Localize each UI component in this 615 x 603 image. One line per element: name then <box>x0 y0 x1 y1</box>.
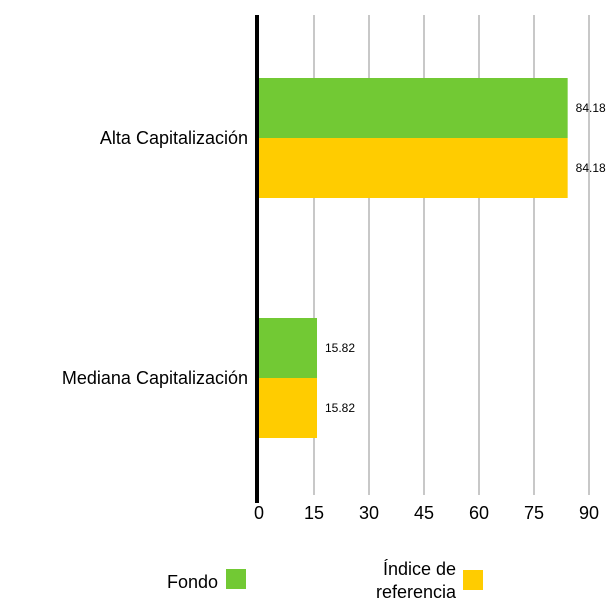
value-label-indice-mediana: 15.82 <box>325 401 355 415</box>
legend-label-indice-line1: Índice de <box>383 559 456 579</box>
x-tick-label-0: 0 <box>254 503 264 523</box>
value-label-fondo-mediana: 15.82 <box>325 341 355 355</box>
bars <box>259 78 568 438</box>
category-label-alta: Alta Capitalización <box>100 128 248 148</box>
legend-swatch-indice-de-referencia <box>463 570 483 590</box>
bar-fondo-mediana <box>259 318 318 378</box>
x-tick-label-75: 75 <box>524 503 544 523</box>
category-labels: Alta Capitalización Mediana Capitalizació… <box>62 128 248 388</box>
x-tick-label-15: 15 <box>304 503 324 523</box>
value-label-indice-alta: 84.18 <box>576 161 606 175</box>
x-tick-label-30: 30 <box>359 503 379 523</box>
legend-label-indice-line2: referencia <box>376 582 457 602</box>
x-axis-ticks: 0 15 30 45 60 75 90 <box>254 503 599 523</box>
bar-indice-alta <box>259 138 568 198</box>
data-labels: 84.18 84.18 15.82 15.82 <box>325 101 606 415</box>
bar-indice-mediana <box>259 378 318 438</box>
x-tick-label-60: 60 <box>469 503 489 523</box>
x-tick-label-45: 45 <box>414 503 434 523</box>
category-label-mediana: Mediana Capitalización <box>62 368 248 388</box>
x-tick-label-90: 90 <box>579 503 599 523</box>
value-label-fondo-alta: 84.18 <box>576 101 606 115</box>
legend: Fondo Índice de referencia <box>167 559 483 602</box>
bar-fondo-alta <box>259 78 568 138</box>
legend-label-fondo: Fondo <box>167 572 218 592</box>
legend-swatch-fondo <box>226 569 246 589</box>
